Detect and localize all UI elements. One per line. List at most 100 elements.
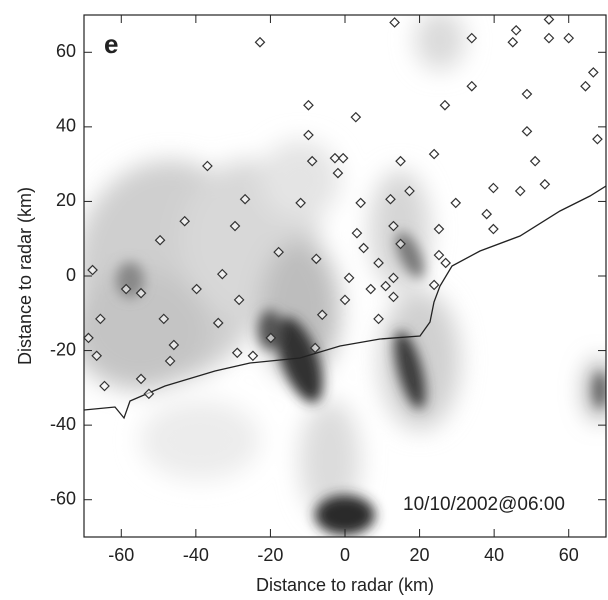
station-marker (337, 152, 349, 164)
station-marker (488, 182, 499, 194)
station-marker (303, 129, 314, 141)
station-marker (295, 197, 306, 209)
x-tick-label: 60 (559, 545, 579, 565)
station-marker (543, 14, 555, 25)
station-marker (539, 178, 551, 190)
station-marker (254, 36, 266, 48)
station-marker (339, 294, 351, 306)
station-marker (231, 347, 243, 359)
station-marker (316, 309, 328, 321)
station-marker (388, 220, 399, 232)
station-marker (216, 268, 228, 280)
station-marker (202, 160, 213, 172)
station-marker (440, 257, 452, 269)
station-marker (521, 88, 533, 100)
station-marker (309, 342, 321, 354)
station-marker (358, 242, 369, 254)
station-marker (388, 272, 399, 284)
station-marker (91, 350, 103, 362)
station-marker (273, 246, 284, 258)
station-marker (168, 339, 180, 351)
station-marker (507, 36, 519, 48)
station-marker (587, 67, 599, 78)
station-marker (143, 388, 155, 400)
y-tick-label: -40 (50, 414, 76, 434)
station-marker (120, 283, 132, 295)
station-marker (343, 272, 355, 284)
station-marker (385, 193, 396, 205)
x-tick-label: 40 (484, 545, 504, 565)
y-tick-label: 40 (56, 116, 76, 136)
station-marker (543, 32, 555, 44)
x-tick-label: -40 (183, 545, 209, 565)
station-marker (466, 32, 478, 44)
station-marker (389, 17, 400, 28)
panel-label: e (104, 29, 118, 59)
radar-image (84, 15, 606, 537)
station-marker (135, 287, 147, 299)
station-marker (404, 185, 415, 197)
coastline (84, 185, 606, 420)
station-marker (303, 99, 314, 111)
station-marker (439, 99, 451, 111)
station-marker (310, 253, 322, 265)
station-marker (233, 294, 245, 306)
station-marker (521, 125, 533, 137)
station-marker (87, 264, 98, 276)
y-tick-label: 0 (66, 265, 76, 285)
station-marker (99, 380, 110, 392)
station-marker (388, 291, 399, 303)
station-marker (365, 283, 377, 295)
y-tick-label: 20 (56, 190, 76, 210)
annotation: 10/10/2002@06:00 (403, 494, 565, 515)
station-marker (529, 155, 541, 167)
station-marker (580, 80, 591, 92)
station-marker (158, 313, 170, 325)
station-marker (329, 152, 341, 164)
y-tick-label: 60 (56, 41, 76, 61)
station-marker (514, 185, 526, 197)
station-marker (179, 215, 191, 227)
station-marker (350, 111, 362, 123)
x-axis-title: Distance to radar (km) (256, 575, 434, 595)
y-axis-title: Distance to radar (km) (15, 187, 35, 365)
station-marker (355, 197, 367, 209)
station-marker (373, 313, 384, 325)
station-marker (83, 332, 94, 344)
station-marker (428, 148, 440, 160)
station-marker (380, 280, 391, 292)
station-marker (373, 257, 384, 269)
station-marker (510, 24, 522, 36)
station-marker (563, 32, 575, 44)
x-tick-label: -60 (108, 545, 134, 565)
station-marker (95, 313, 106, 325)
y-tick-label: -60 (50, 488, 76, 508)
station-marker (592, 133, 603, 145)
station-marker (428, 279, 440, 291)
station-marker (212, 317, 224, 329)
station-marker (265, 332, 277, 344)
station-marker (135, 373, 147, 385)
station-marker (481, 208, 493, 220)
station-marker (466, 80, 478, 92)
station-marker (306, 155, 318, 167)
station-marker (395, 155, 406, 167)
station-marker (351, 227, 363, 239)
y-tick-label: -20 (50, 339, 76, 359)
station-marker (450, 197, 462, 209)
station-marker (191, 283, 202, 295)
station-marker (154, 234, 166, 246)
x-tick-label: 20 (410, 545, 430, 565)
station-marker (239, 193, 251, 205)
station-marker (433, 223, 445, 235)
station-marker (332, 167, 344, 179)
x-tick-label: 0 (340, 545, 350, 565)
station-marker (488, 223, 499, 235)
x-tick-label: -20 (257, 545, 283, 565)
station-marker (247, 350, 259, 362)
station-marker (229, 220, 241, 232)
station-marker (395, 238, 406, 250)
station-marker (433, 249, 445, 261)
